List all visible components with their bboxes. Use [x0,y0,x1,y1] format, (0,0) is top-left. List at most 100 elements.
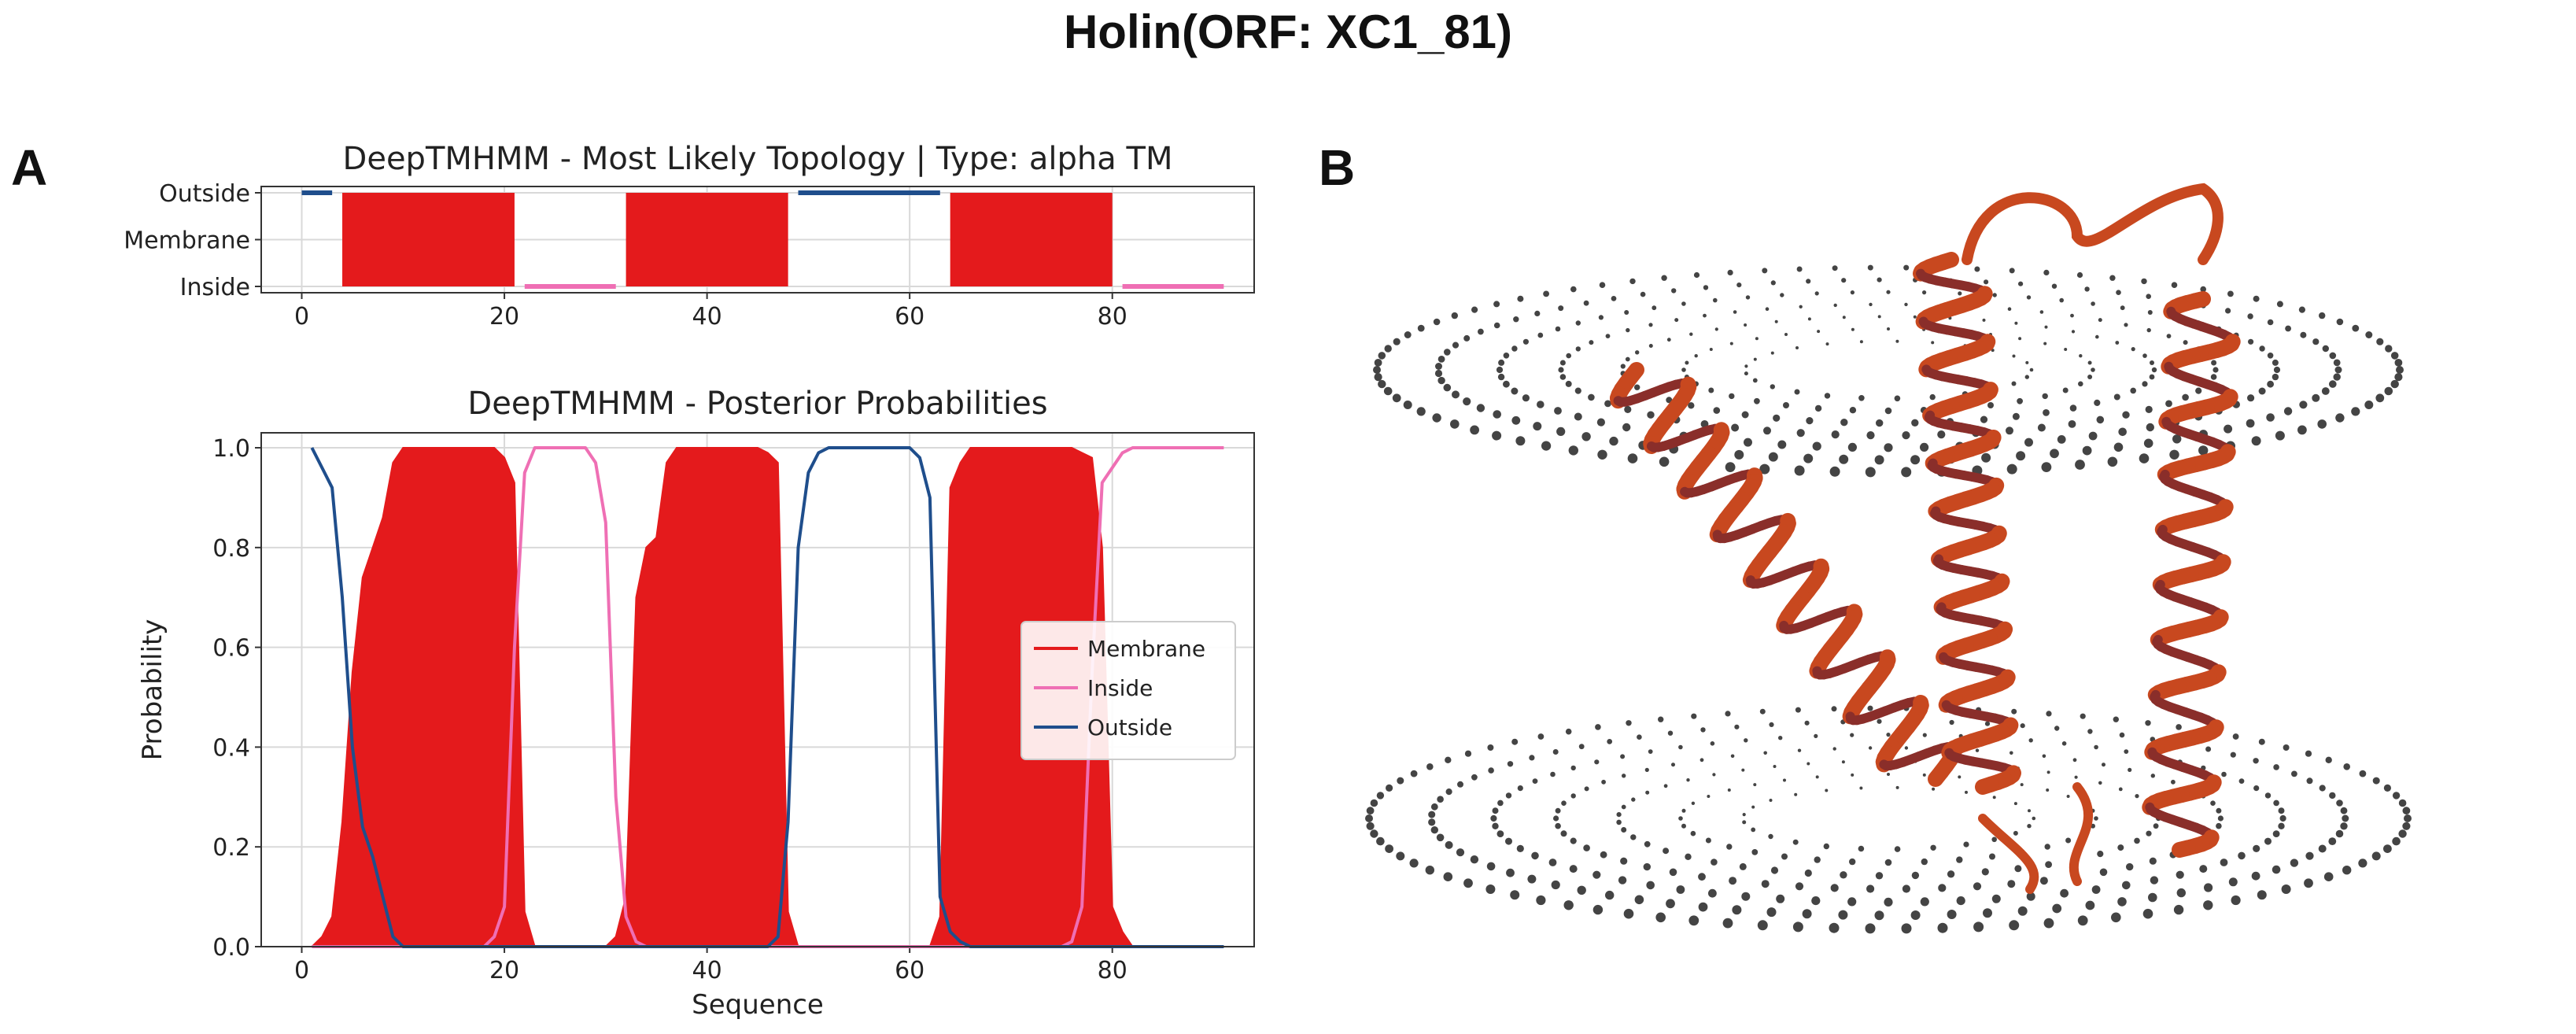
membrane-dot [2017,397,2024,404]
membrane-dot [2011,708,2017,715]
membrane-dot [1833,303,1837,308]
membrane-dot [2276,301,2283,308]
membrane-dot [1739,862,1747,870]
membrane-dot [2032,816,2036,821]
membrane-dot [2340,807,2348,814]
membrane-dot [1443,383,1452,392]
membrane-dot [2102,763,2105,767]
membrane-dot [1598,315,1604,320]
posterior-tick-label-x: 20 [489,957,519,984]
membrane-dot [1463,878,1473,888]
membrane-dot [1806,279,1811,284]
membrane-dot [1932,787,1936,791]
membrane-dot [1886,290,1891,294]
membrane-dot [1722,918,1733,929]
membrane-dot [1626,327,1630,333]
membrane-dot [2149,374,2155,380]
membrane-dot [1710,741,1715,746]
membrane-dot [1497,830,1504,837]
membrane-dot [1729,393,1735,400]
membrane-dot [1736,283,1742,288]
membrane-dot [1904,302,1908,307]
posterior-title: DeepTMHMM - Posterior Probabilities [467,386,1047,422]
membrane-dot [1745,295,1751,300]
membrane-dot [2097,851,2104,858]
membrane-dot [1511,387,1519,395]
membrane-dot [2398,799,2407,807]
membrane-dot [1910,455,1921,465]
membrane-dot [1792,921,1803,932]
membrane-dot [1592,870,1601,879]
membrane-dot [1597,449,1607,460]
membrane-dot [1493,410,1501,419]
membrane-dot [2211,360,2217,366]
membrane-dot [2091,301,2095,306]
membrane-dot [1386,784,1393,792]
membrane-dot [2228,877,2238,887]
membrane-dot [2300,331,2307,338]
membrane-dot [1876,419,1884,427]
membrane-dot [2026,892,2035,901]
membrane-dot [2052,903,2062,914]
membrane-dot [1974,266,1980,272]
membrane-dot [2278,807,2285,814]
membrane-dot [2404,814,2412,822]
membrane-dot [1648,344,1653,348]
membrane-dot [2173,904,2184,915]
membrane-dot [2145,405,2153,414]
membrane-dot [1596,418,1605,427]
membrane-dot [1858,395,1865,401]
membrane-dot [1973,882,1982,891]
membrane-dot [2279,814,2286,822]
membrane-dot [2098,318,2102,323]
membrane-dot [1618,876,1627,884]
membrane-dot [1470,855,1479,864]
membrane-dot [1436,833,1445,842]
membrane-dot [1730,754,1735,759]
membrane-dot [1783,402,1789,408]
membrane-dot [1847,442,1857,452]
membrane-dot [2318,844,2327,853]
membrane-dot [1929,393,1936,401]
membrane-dot [2205,746,2212,752]
membrane-dot [2149,857,2157,865]
membrane-dot [2352,324,2360,332]
membrane-dot [1849,858,1856,866]
membrane-dot [1485,884,1496,894]
membrane-dot [1920,442,1929,452]
membrane-dot [1911,871,1920,880]
membrane-dot [1904,746,1909,750]
membrane-dot [2079,354,2083,358]
membrane-dot [1645,790,1650,795]
membrane-dot [1378,379,1386,389]
membrane-dot [1958,775,1962,779]
membrane-dot [1666,899,1675,909]
membrane-dot [1901,923,1912,934]
membrane-dot [2061,741,2067,746]
membrane-dot [1831,430,1840,439]
membrane-dot [1973,921,1984,932]
membrane-dot [2312,393,2320,402]
membrane-dot [1744,438,1752,447]
membrane-dot [1552,749,1559,755]
posterior-tick-label-y: 0.8 [212,535,250,563]
membrane-dot [1629,278,1636,285]
membrane-dot [2117,897,2127,907]
membrane-dot [1726,844,1733,850]
membrane-dot [1713,297,1718,303]
membrane-dot [1397,777,1404,785]
membrane-dot [1727,269,1733,275]
membrane-dot [1795,346,1799,349]
membrane-dot [2319,785,2326,792]
membrane-dot [1432,413,1441,423]
membrane-dot [1674,318,1679,323]
membrane-dot [1507,761,1514,767]
membrane-dot [1558,367,1564,373]
membrane-dot [1884,859,1892,866]
membrane-dot [2336,318,2344,326]
membrane-dot [2044,325,2048,329]
membrane-dot [2398,829,2407,838]
membrane-dot [2118,427,2127,437]
membrane-dot [1627,453,1638,463]
membrane-dot [1699,758,1704,763]
